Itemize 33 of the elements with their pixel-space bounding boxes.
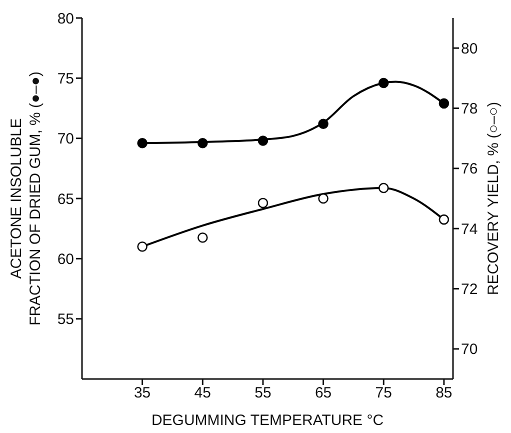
x-tick-label: 35	[134, 384, 151, 402]
y2-tick-label: 70	[461, 341, 478, 358]
point	[198, 232, 208, 243]
point	[318, 118, 328, 130]
y-tick-label: 55	[57, 311, 74, 328]
point	[438, 98, 450, 109]
x-tick-label: 75	[375, 384, 392, 402]
x-tick-label: 65	[314, 384, 332, 402]
y-tick-label: 65	[57, 190, 74, 208]
point	[318, 193, 328, 204]
y2-tick-label: 72	[461, 281, 478, 298]
point	[258, 136, 268, 146]
y-axis-title: ACETONE INSOLUBLE FRACTION OF DRIED GUM, % (●–●)	[8, 72, 44, 326]
x-axis-title: DEGUMMING TEMPERATURE °C	[151, 412, 384, 429]
y-tick-label: 75	[57, 70, 74, 88]
y-tick-label: 60	[57, 250, 74, 268]
point	[137, 138, 148, 148]
y2-tick-label: 76	[461, 160, 478, 178]
point	[198, 138, 208, 148]
x-tick-label: 85	[436, 384, 452, 402]
x-tick-label: 45	[194, 384, 211, 402]
y2-axis-title: RECOVERY YIELD, % (○–○)	[485, 102, 502, 296]
y2-tick-label: 74	[461, 220, 478, 238]
point	[137, 241, 148, 252]
y2-tick-label: 78	[461, 100, 478, 118]
y-tick-label: 80	[57, 10, 74, 28]
y2-tick-label: 80	[461, 40, 478, 58]
point	[378, 182, 389, 194]
y-tick-label: 70	[57, 130, 74, 148]
x-tick-label: 55	[254, 384, 272, 402]
point	[378, 78, 389, 88]
point	[258, 198, 268, 208]
point	[438, 214, 450, 225]
